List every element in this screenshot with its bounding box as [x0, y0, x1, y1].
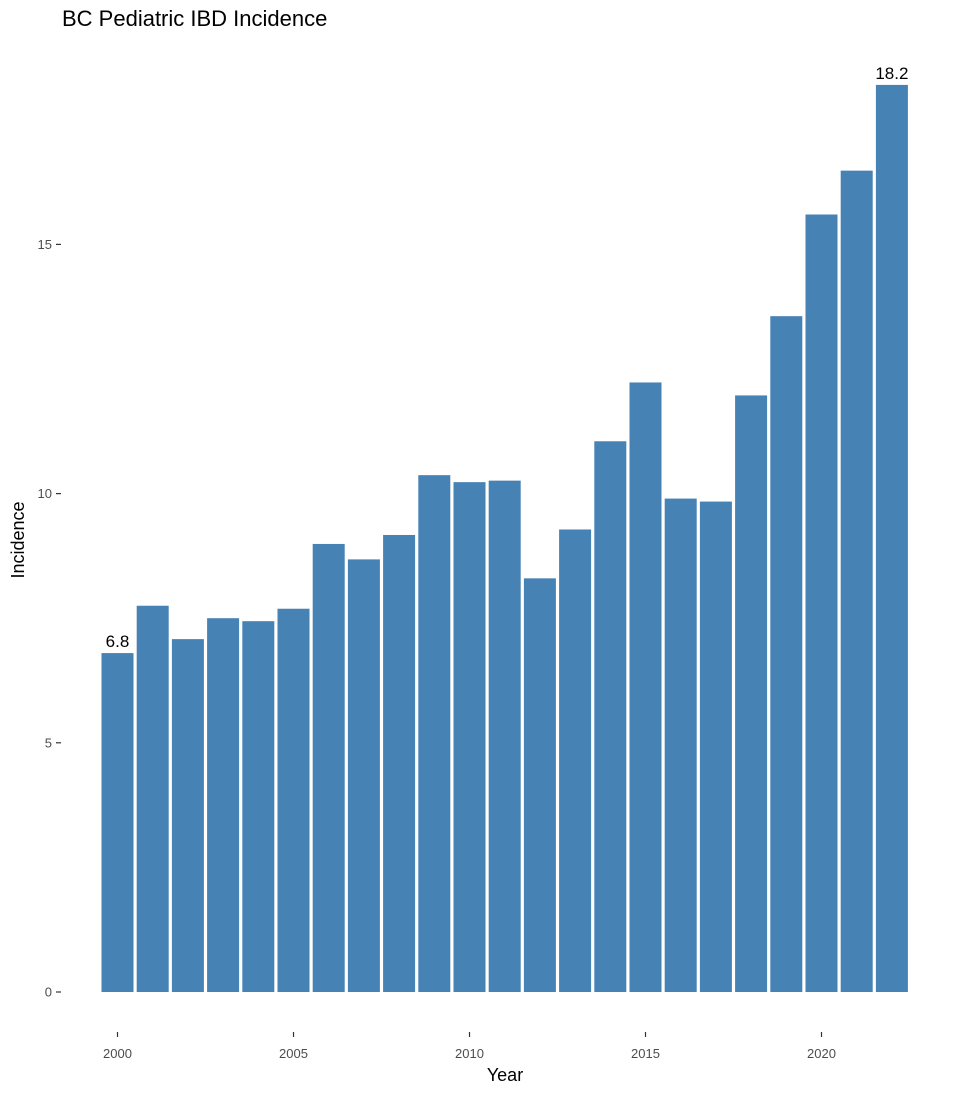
bar-2003 [207, 618, 240, 992]
bar-2014 [594, 441, 627, 992]
x-tick-label: 2020 [807, 1046, 836, 1061]
x-axis: 2000 2005 2010 2015 2020 [103, 1032, 836, 1061]
bar-2019 [770, 316, 803, 992]
bar-2000 [101, 653, 134, 992]
y-axis-title: Incidence [8, 501, 28, 578]
bar-2005 [277, 608, 310, 992]
y-tick-label: 15 [38, 237, 52, 252]
x-axis-title: Year [487, 1065, 523, 1085]
bar-2007 [347, 559, 380, 992]
bar-series [101, 84, 908, 993]
data-label-2022: 18.2 [875, 64, 908, 83]
x-tick-label: 2005 [279, 1046, 308, 1061]
bar-2012 [523, 578, 556, 992]
bar-2011 [488, 480, 521, 992]
bar-2013 [559, 529, 592, 992]
bar-2001 [136, 605, 169, 992]
bar-2018 [735, 395, 768, 992]
bar-2015 [629, 382, 662, 993]
bar-2020 [805, 214, 838, 992]
bar-2010 [453, 482, 486, 992]
y-tick-label: 0 [45, 985, 52, 1000]
bar-2006 [312, 543, 345, 992]
bar-2022 [875, 84, 908, 992]
data-labels: 6.8 18.2 [106, 64, 909, 651]
y-tick-label: 10 [38, 486, 52, 501]
x-tick-label: 2015 [631, 1046, 660, 1061]
bar-2008 [383, 534, 416, 992]
bar-2016 [664, 498, 697, 992]
y-tick-label: 5 [45, 735, 52, 750]
bar-2009 [418, 475, 451, 992]
bar-2004 [242, 621, 275, 992]
x-tick-label: 2010 [455, 1046, 484, 1061]
bar-2002 [171, 639, 204, 992]
chart-title: BC Pediatric IBD Incidence [62, 6, 328, 31]
data-label-2000: 6.8 [106, 632, 130, 651]
bar-2021 [840, 170, 873, 992]
x-tick-label: 2000 [103, 1046, 132, 1061]
y-axis: 0 5 10 15 [38, 237, 61, 1000]
bar-2017 [699, 501, 732, 992]
